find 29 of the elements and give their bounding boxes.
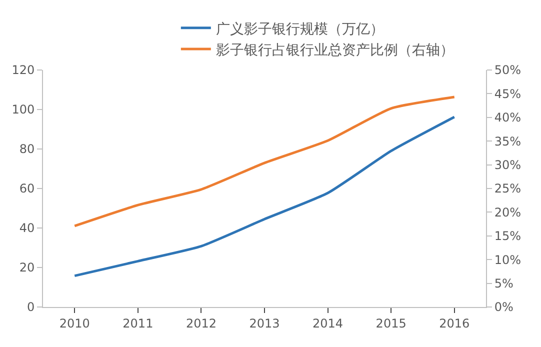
y-tick-label: 60 [19, 182, 35, 196]
y-tick-label: 80 [19, 142, 35, 156]
y2-tick-label: 25% [494, 182, 522, 196]
y-tick-label: 120 [12, 63, 35, 78]
y-tick-label: 20 [19, 260, 35, 275]
legend-label: 影子银行占银行业总资产比例（右轴） [216, 42, 454, 59]
y-tick-label: 100 [12, 102, 35, 117]
y2-tick-label: 45% [494, 86, 522, 101]
x-tick-label: 2015 [376, 316, 406, 330]
y-tick-label: 0 [26, 300, 35, 314]
y-tick-label: 40 [19, 221, 35, 236]
y2-tick-label: 35% [494, 134, 522, 148]
y2-tick-label: 5% [494, 276, 514, 290]
x-tick-label: 2016 [439, 316, 470, 330]
y2-tick-label: 10% [494, 252, 522, 267]
y2-tick-label: 40% [494, 110, 522, 125]
y2-tick-label: 15% [494, 229, 522, 244]
line-series [73, 116, 456, 278]
x-tick-label: 2010 [59, 316, 90, 330]
x-tick-label: 2013 [249, 316, 280, 330]
x-tick-label: 2012 [186, 316, 216, 330]
x-tick-label: 2011 [122, 316, 154, 330]
legend-label: 广义影子银行规模（万亿） [216, 21, 384, 38]
x-tick-label: 2014 [312, 316, 344, 330]
y2-tick-label: 0% [494, 300, 514, 314]
y2-tick-label: 20% [494, 205, 522, 220]
y2-tick-label: 30% [494, 158, 522, 172]
line-series [73, 96, 456, 228]
y2-tick-label: 50% [494, 63, 522, 78]
